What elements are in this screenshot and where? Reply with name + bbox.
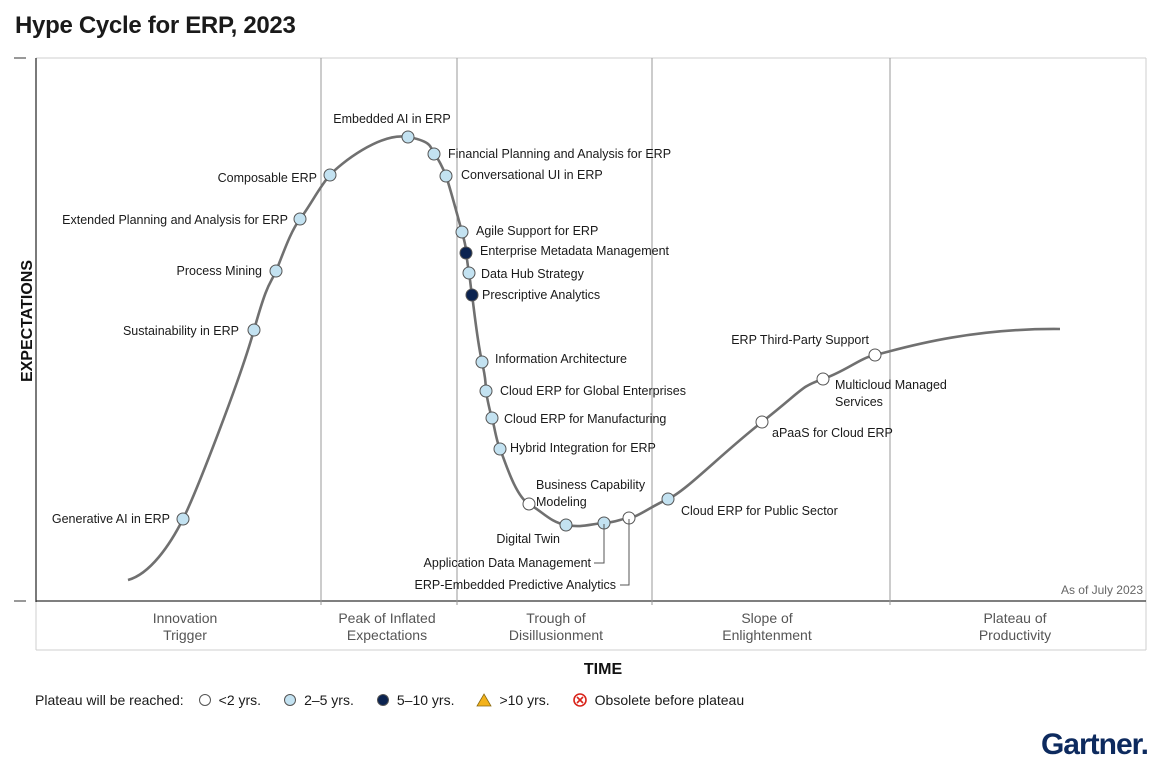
phase-label: Plateau of [983,610,1046,626]
legend-intro: Plateau will be reached: [35,692,184,708]
tech-label: Embedded AI in ERP [333,112,450,126]
phase-label: Trough of [526,610,586,626]
circle-dark-blue-icon [376,694,389,706]
tech-label: Multicloud Managed Services [835,378,947,409]
as-of-note: As of July 2023 [1061,583,1143,597]
tech-label: Sustainability in ERP [123,324,239,338]
tech-marker [868,348,882,362]
tech-label: Information Architecture [495,352,627,366]
page-title: Hype Cycle for ERP, 2023 [15,12,296,39]
tech-label: Enterprise Metadata Management [480,244,670,258]
tech-marker [247,323,261,337]
tech-marker [439,169,453,183]
tech-label: Business Capability Modeling [536,478,646,509]
phase-label: Slope of [741,610,792,626]
tech-label: aPaaS for Cloud ERP [772,426,893,440]
legend-item: Obsolete before plateau [572,692,744,708]
tech-label: Hybrid Integration for ERP [510,441,656,455]
tech-label: Composable ERP [218,171,317,185]
tech-label: Prescriptive Analytics [482,288,600,302]
hype-cycle-diagram: EXPECTATIONS TIME As of July 2023 Innova… [14,57,1147,678]
circle-light-blue-icon [284,694,297,706]
tech-marker [459,246,473,260]
phase-label: Enlightenment [722,627,812,643]
tech-marker [485,411,499,425]
tech-label: Cloud ERP for Public Sector [681,504,838,518]
tech-marker [661,492,675,506]
tech-marker [176,512,190,526]
tech-label: Process Mining [177,264,262,278]
tech-marker [493,442,507,456]
tech-label: Extended Planning and Analysis for ERP [62,213,288,227]
tech-marker [323,168,337,182]
tech-marker [816,372,830,386]
tech-marker [522,497,536,511]
leader-line [594,524,605,564]
x-axis-label: TIME [584,661,623,678]
phase-label: Expectations [347,627,427,643]
legend-item: 5–10 yrs. [376,692,454,708]
tech-marker [475,355,489,369]
tech-label: Cloud ERP for Global Enterprises [500,384,686,398]
tech-label: Digital Twin [496,532,560,546]
tech-label: Cloud ERP for Manufacturing [504,412,666,426]
legend: Plateau will be reached: <2 yrs. 2–5 yrs… [35,690,766,710]
tech-label: ERP Third-Party Support [731,333,869,347]
triangle-yellow-icon [476,693,493,707]
phase-label: Productivity [979,627,1051,643]
tech-marker [293,212,307,226]
tech-label: Generative AI in ERP [52,512,170,526]
phase-label: Innovation [153,610,218,626]
leader-line [620,519,630,586]
tech-label: Conversational UI in ERP [461,168,603,182]
tech-marker [479,384,493,398]
gartner-logo: Gartner. [1040,728,1149,761]
tech-label: Agile Support for ERP [476,224,598,238]
tech-marker [269,264,283,278]
tech-label: Data Hub Strategy [481,267,585,281]
tech-marker [462,266,476,280]
phase-label: Peak of Inflated [338,610,435,626]
tech-label: Financial Planning and Analysis for ERP [448,147,671,161]
tech-marker [427,147,441,161]
tech-marker [401,130,415,144]
tech-marker [755,415,769,429]
circle-white-icon [198,694,211,706]
tech-label: Application Data Management [424,556,592,570]
tech-label: ERP-Embedded Predictive Analytics [415,578,616,592]
legend-item: 2–5 yrs. [283,692,354,708]
phase-label: Disillusionment [509,627,603,643]
legend-item: >10 yrs. [476,692,550,708]
circle-x-red-icon [572,693,587,707]
tech-marker [455,225,469,239]
tech-marker [559,518,573,532]
phase-label: Trigger [163,627,207,643]
legend-item: <2 yrs. [198,692,261,708]
hype-curve [127,135,1061,582]
tech-marker [465,288,479,302]
y-axis-label: EXPECTATIONS [19,260,36,382]
